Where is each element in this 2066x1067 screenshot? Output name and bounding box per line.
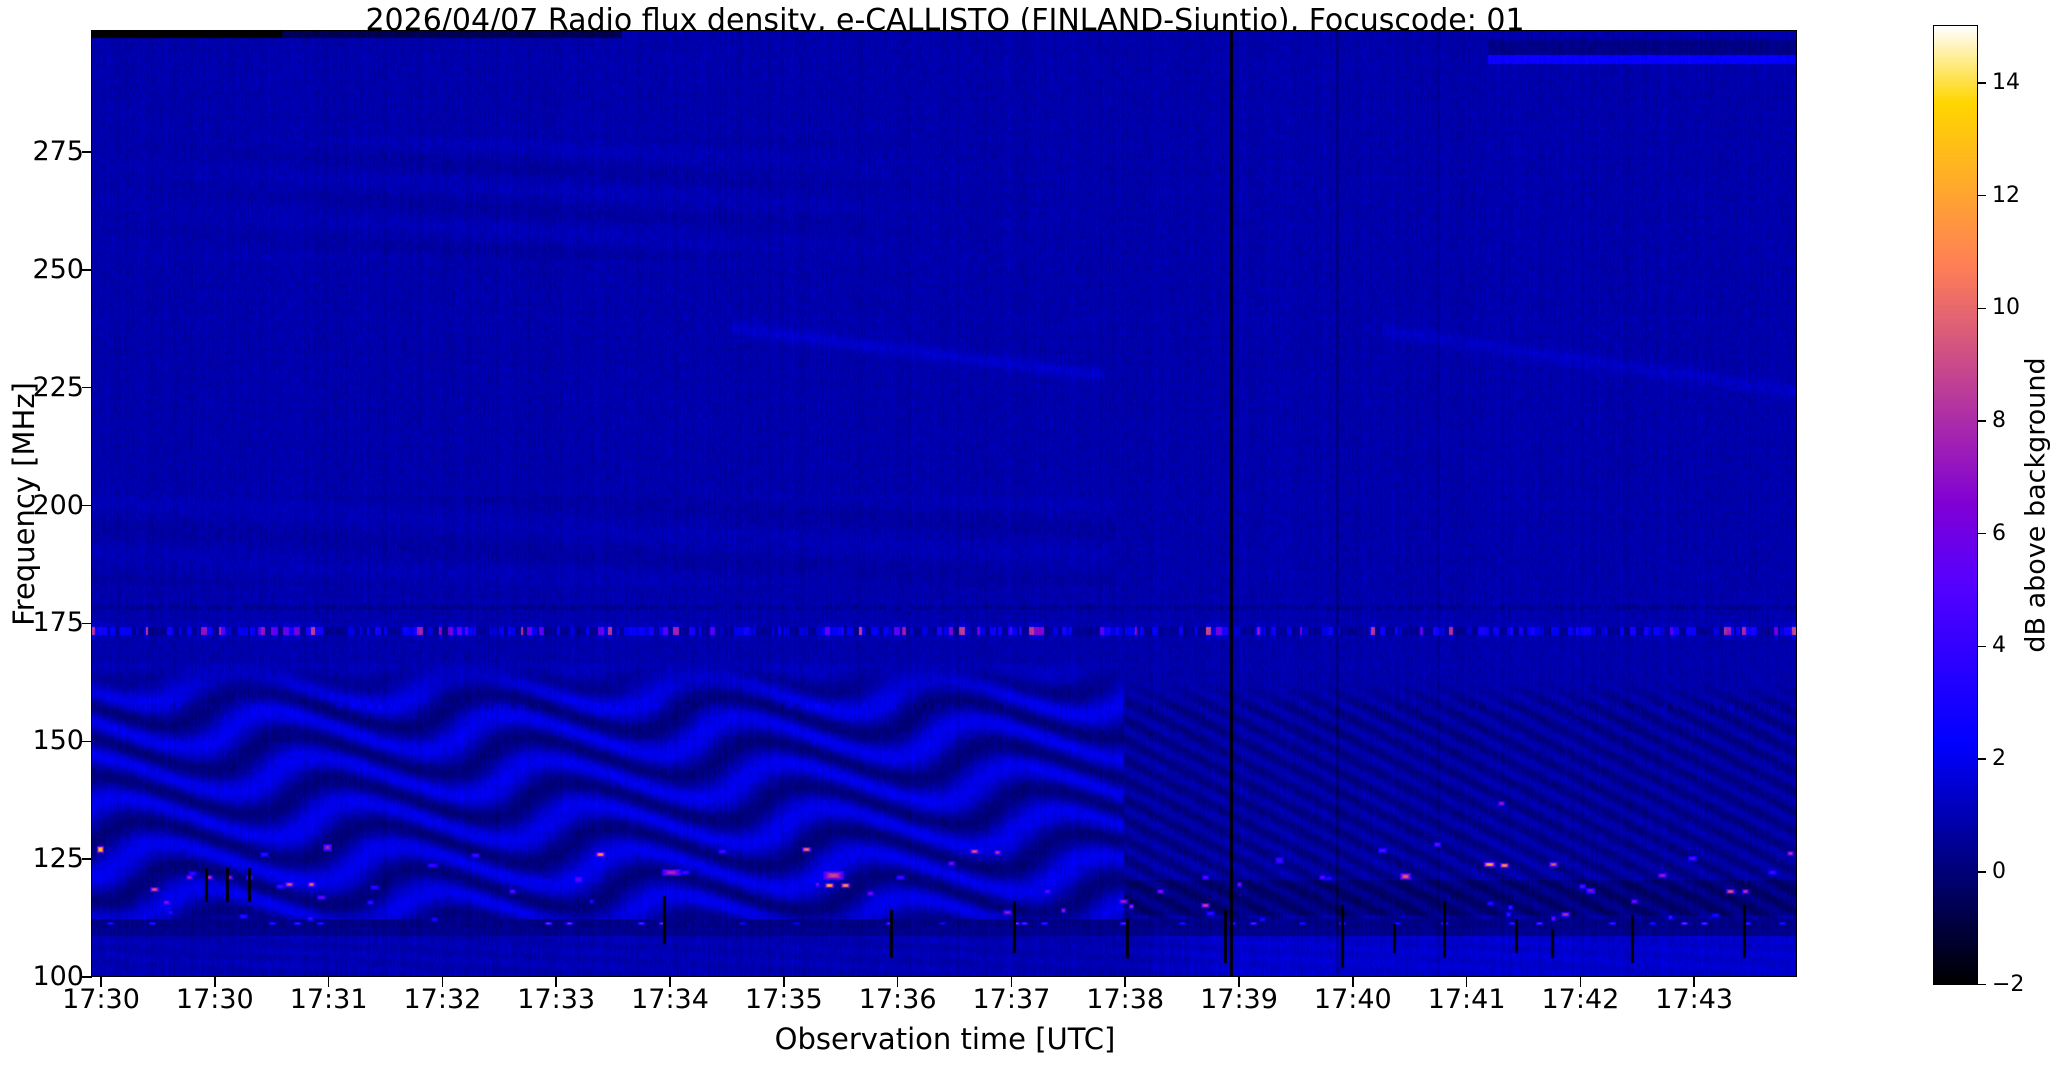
colorbar-tick-mark <box>1978 758 1986 760</box>
x-tick-mark <box>1352 977 1354 987</box>
x-tick-label: 17:35 <box>744 984 823 1015</box>
y-tick-mark <box>82 976 92 978</box>
x-tick-mark <box>669 977 671 987</box>
x-axis-label: Observation time [UTC] <box>774 1022 1116 1056</box>
colorbar-tick-mark <box>1978 645 1986 648</box>
x-tick-mark <box>100 977 102 987</box>
colorbar-tick-mark <box>1978 194 1986 197</box>
y-tick-mark <box>82 151 92 153</box>
plot-area <box>91 30 1797 977</box>
y-tick-label: 250 <box>32 253 84 285</box>
x-tick-label: 17:38 <box>1086 984 1165 1015</box>
x-tick-mark <box>896 977 899 987</box>
y-tick-label: 150 <box>32 725 84 757</box>
colorbar-tick-label: 4 <box>1992 633 2006 659</box>
x-tick-mark <box>1465 977 1468 987</box>
colorbar-tick-mark <box>1978 983 1986 986</box>
y-axis-label: Frequency [MHz] <box>7 382 41 626</box>
x-tick-mark <box>783 977 785 987</box>
colorbar-tick-mark <box>1978 871 1986 873</box>
y-tick-mark <box>82 386 92 389</box>
y-tick-mark <box>82 858 92 860</box>
x-tick-mark <box>441 977 444 987</box>
y-tick-label: 100 <box>32 961 84 992</box>
colorbar <box>1933 25 1978 985</box>
y-tick-label: 275 <box>32 135 84 167</box>
x-tick-mark <box>1010 977 1013 987</box>
colorbar-tick-label: 12 <box>1992 182 2020 208</box>
colorbar-tick-mark <box>1978 532 1986 535</box>
x-tick-label: 17:31 <box>289 984 368 1015</box>
x-tick-label: 17:43 <box>1655 984 1734 1015</box>
x-tick-label: 17:40 <box>1313 984 1392 1015</box>
x-tick-mark <box>555 977 557 987</box>
colorbar-label: dB above background <box>2020 357 2052 653</box>
y-tick-mark <box>82 740 92 743</box>
spectrogram-canvas <box>92 31 1796 976</box>
colorbar-tick-mark <box>1978 307 1986 309</box>
x-tick-label: 17:30 <box>62 984 140 1015</box>
x-tick-mark <box>1124 977 1126 987</box>
x-tick-label: 17:30 <box>175 984 254 1015</box>
x-tick-label: 17:37 <box>972 984 1051 1015</box>
x-tick-label: 17:42 <box>1541 984 1620 1015</box>
colorbar-tick-label: −2 <box>1992 971 2025 997</box>
colorbar-tick-label: 14 <box>1992 69 2020 95</box>
x-tick-mark <box>214 977 216 987</box>
colorbar-tick-label: 0 <box>1992 858 2006 884</box>
colorbar-tick-label: 2 <box>1992 746 2006 772</box>
x-tick-label: 17:36 <box>858 984 937 1015</box>
x-tick-label: 17:41 <box>1427 984 1506 1015</box>
x-tick-mark <box>1693 977 1695 987</box>
y-tick-label: 125 <box>32 843 84 875</box>
y-tick-mark <box>82 504 92 507</box>
x-tick-label: 17:33 <box>517 984 596 1015</box>
x-tick-mark <box>1238 977 1240 987</box>
colorbar-tick-label: 8 <box>1992 407 2006 433</box>
x-tick-label: 17:34 <box>631 984 709 1015</box>
x-tick-mark <box>1579 977 1582 987</box>
y-tick-label: 175 <box>32 607 84 639</box>
x-tick-label: 17:39 <box>1200 984 1278 1015</box>
colorbar-tick-label: 6 <box>1992 520 2006 546</box>
colorbar-tick-mark <box>1978 82 1986 84</box>
y-tick-label: 200 <box>32 489 84 521</box>
y-tick-mark <box>82 622 92 625</box>
colorbar-gradient <box>1934 26 1977 984</box>
x-tick-label: 17:32 <box>403 984 482 1015</box>
colorbar-tick-mark <box>1978 420 1986 422</box>
colorbar-tick-label: 10 <box>1992 295 2020 321</box>
x-tick-mark <box>327 977 330 987</box>
y-tick-mark <box>82 269 92 271</box>
y-tick-label: 225 <box>32 371 84 403</box>
